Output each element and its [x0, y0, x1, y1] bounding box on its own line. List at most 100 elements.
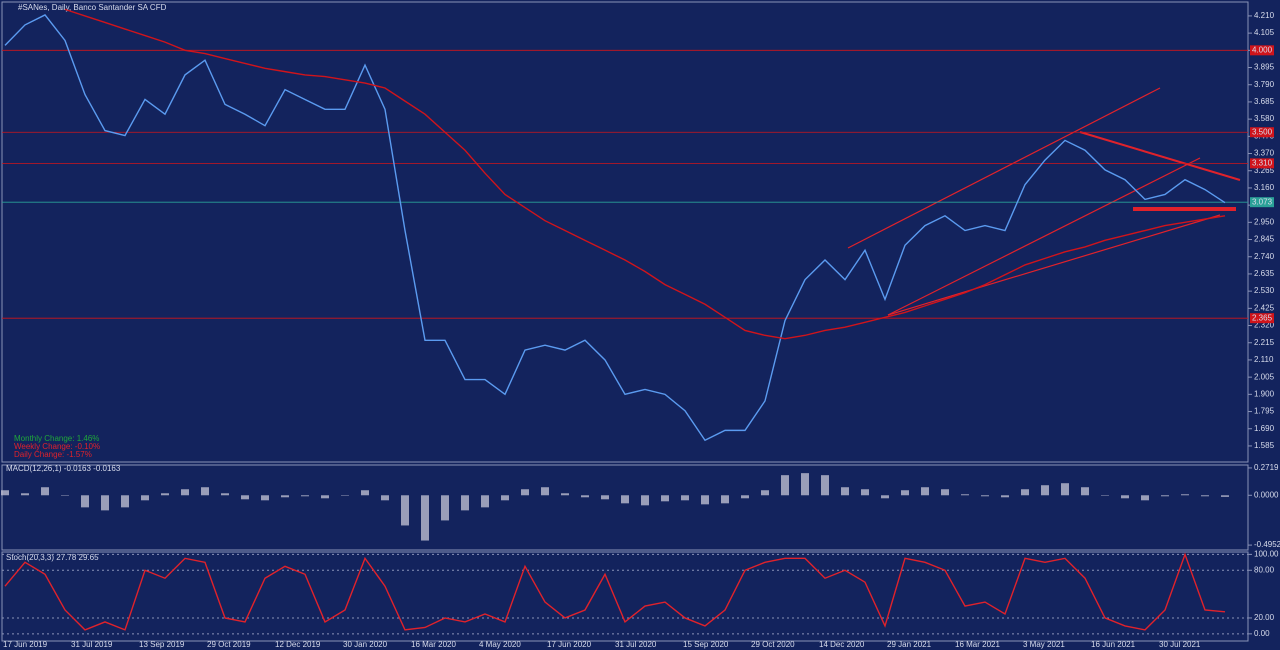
histogram-bar [1001, 495, 1009, 498]
y-tick-label: 3.895 [1254, 63, 1275, 72]
y-tick-label: 2.950 [1254, 217, 1275, 226]
histogram-bar [1, 490, 9, 496]
y-tick-label: 100.00 [1254, 549, 1279, 558]
histogram-bar [541, 487, 549, 496]
y-tick-label: 2.530 [1254, 286, 1275, 295]
histogram-bar [341, 495, 349, 496]
y-tick-label: 80.00 [1254, 565, 1275, 574]
histogram-bar [241, 495, 249, 500]
y-tick-label: -0.4952 [1254, 540, 1280, 549]
histogram-bar [121, 495, 129, 508]
histogram-bar [1061, 483, 1069, 496]
histogram-bar [201, 487, 209, 496]
level-label: 4.000 [1252, 45, 1273, 54]
y-tick-label: 2.005 [1254, 372, 1275, 381]
y-tick-label: 2.215 [1254, 338, 1275, 347]
x-tick-label: 31 Jul 2019 [71, 640, 113, 649]
histogram-bar [421, 495, 429, 541]
change-annotation: Daily Change: -1.57% [14, 450, 92, 459]
histogram-bar [741, 495, 749, 499]
x-tick-label: 12 Dec 2019 [275, 640, 321, 649]
stoch-title: Stoch(20,3,3) 27.78 29.65 [6, 553, 99, 562]
histogram-bar [1021, 489, 1029, 496]
main-panel [1, 1, 1249, 463]
histogram-bar [41, 487, 49, 496]
histogram-bar [901, 490, 909, 496]
histogram-bar [141, 495, 149, 501]
histogram-bar [1121, 495, 1129, 499]
macd-panel [1, 464, 1249, 551]
x-tick-label: 30 Jan 2020 [343, 640, 388, 649]
histogram-bar [401, 495, 409, 526]
x-tick-label: 17 Jun 2020 [547, 640, 592, 649]
x-tick-label: 29 Jan 2021 [887, 640, 932, 649]
histogram-bar [861, 489, 869, 496]
x-tick-label: 17 Jun 2019 [3, 640, 48, 649]
chart-title: #SANes, Daily, Banco Santander SA CFD [18, 3, 167, 12]
histogram-bar [81, 495, 89, 508]
histogram-bar [561, 493, 569, 496]
y-tick-label: 1.585 [1254, 441, 1275, 450]
histogram-bar [441, 495, 449, 521]
trend-lines [847, 87, 1241, 316]
histogram-bar [301, 495, 309, 497]
histogram-bar [761, 490, 769, 496]
histogram-bar [921, 487, 929, 496]
y-tick-label: 0.2719 [1254, 463, 1279, 472]
histogram-bar [1221, 495, 1229, 497]
histogram-bar [1201, 495, 1209, 497]
histogram-bar [961, 494, 969, 496]
histogram-bar [661, 495, 669, 502]
histogram-bar [101, 495, 109, 511]
y-tick-label: 3.265 [1254, 166, 1275, 175]
series-line [64, 8, 1226, 340]
x-tick-label: 30 Jul 2021 [1159, 640, 1201, 649]
level-tag [1250, 127, 1274, 138]
y-tick-label: 2.845 [1254, 235, 1275, 244]
x-tick-label: 29 Oct 2019 [207, 640, 251, 649]
histogram-bar [1141, 495, 1149, 501]
x-tick-label: 31 Jul 2020 [615, 640, 657, 649]
histogram-bar [601, 495, 609, 500]
histogram-bar [641, 495, 649, 506]
histogram-bar [941, 489, 949, 496]
series-line [4, 552, 1226, 631]
histogram-bar [1101, 495, 1109, 496]
histogram-bar [801, 473, 809, 496]
histogram-bar [181, 489, 189, 496]
level-label: 3.310 [1252, 158, 1273, 167]
level-tag [1250, 158, 1274, 169]
y-tick-label: 2.110 [1254, 355, 1274, 364]
x-tick-label: 29 Oct 2020 [751, 640, 795, 649]
histogram-bar [521, 489, 529, 496]
x-tick-label: 16 Mar 2020 [411, 640, 456, 649]
histogram-bar [1081, 487, 1089, 496]
x-tick-label: 15 Sep 2020 [683, 640, 729, 649]
y-tick-label: 0.00 [1254, 629, 1270, 638]
histogram-bar [1161, 495, 1169, 497]
histogram-bar [721, 495, 729, 504]
stoch-panel [1, 551, 1249, 642]
y-tick-label: 20.00 [1254, 613, 1275, 622]
histogram-bar [221, 493, 229, 496]
histogram-bar [781, 475, 789, 496]
histogram-bar [1181, 494, 1189, 496]
y-tick-label: 3.580 [1254, 114, 1275, 123]
histogram-bar [821, 475, 829, 496]
y-tick-label: 3.160 [1254, 183, 1275, 192]
level-tag [1250, 45, 1274, 56]
change-annotation: Weekly Change: -0.10% [14, 442, 100, 451]
y-tick-label: 1.795 [1254, 407, 1275, 416]
histogram-bar [581, 495, 589, 498]
y-tick-label: 1.900 [1254, 389, 1275, 398]
y-tick-label: 3.790 [1254, 80, 1275, 89]
x-tick-label: 16 Jun 2021 [1091, 640, 1136, 649]
macd-title: MACD(12,26,1) -0.0163 -0.0163 [6, 464, 121, 473]
histogram-bar [681, 495, 689, 501]
x-tick-label: 16 Mar 2021 [955, 640, 1000, 649]
level-label: 3.500 [1252, 127, 1273, 136]
histogram-bar [461, 495, 469, 511]
